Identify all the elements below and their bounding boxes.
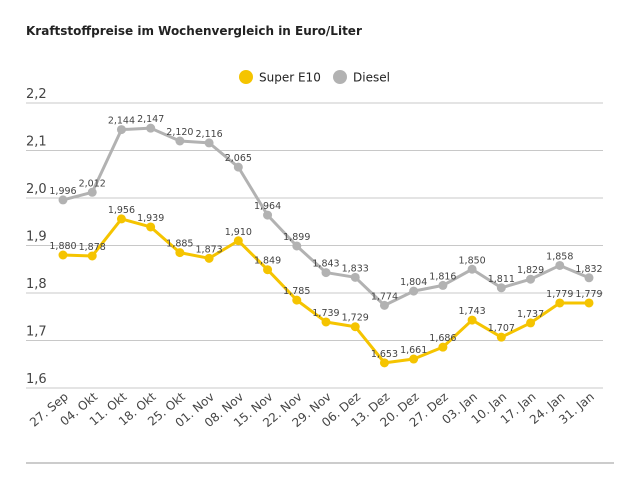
- y-tick-label: 1,8: [26, 277, 47, 292]
- data-label: 1,858: [546, 251, 573, 262]
- data-point: [116, 214, 126, 224]
- data-point: [58, 250, 68, 260]
- data-label: 1,832: [575, 264, 602, 275]
- data-label: 1,774: [371, 291, 398, 302]
- data-label: 1,910: [225, 227, 252, 238]
- data-point: [292, 241, 302, 251]
- data-point: [146, 222, 156, 232]
- data-point: [204, 253, 214, 263]
- data-label: 1,849: [254, 256, 281, 267]
- data-label: 1,833: [342, 263, 369, 274]
- data-point: [263, 210, 273, 220]
- legend-label: Super E10: [259, 71, 321, 85]
- data-label: 1,873: [196, 244, 223, 255]
- data-point: [409, 286, 419, 296]
- data-point: [146, 123, 156, 133]
- data-label: 2,012: [79, 178, 106, 189]
- data-label: 1,996: [49, 186, 76, 197]
- data-label: 1,729: [342, 313, 369, 324]
- data-point: [58, 195, 68, 205]
- data-label: 2,120: [166, 127, 193, 138]
- data-point: [526, 318, 536, 328]
- data-label: 1,707: [488, 323, 515, 334]
- data-label: 1,804: [400, 277, 427, 288]
- data-point: [467, 315, 477, 325]
- data-label: 1,661: [400, 345, 427, 356]
- data-point: [263, 265, 273, 275]
- y-tick-label: 1,6: [26, 372, 47, 387]
- data-label: 1,885: [166, 239, 193, 250]
- data-label: 1,964: [254, 201, 281, 212]
- data-label: 1,785: [283, 286, 310, 297]
- data-label: 1,816: [429, 271, 456, 282]
- data-point: [204, 138, 214, 148]
- data-point: [379, 300, 389, 310]
- data-point: [526, 274, 536, 284]
- data-label: 1,880: [49, 241, 76, 252]
- data-label: 1,739: [312, 308, 339, 319]
- data-label: 1,899: [283, 232, 310, 243]
- data-point: [409, 354, 419, 364]
- data-label: 1,939: [137, 213, 164, 224]
- data-point: [379, 358, 389, 368]
- y-tick-label: 1,9: [26, 230, 47, 245]
- data-label: 2,147: [137, 114, 164, 125]
- series-line-super-e10: [62, 217, 589, 365]
- data-point: [175, 248, 185, 258]
- data-point: [321, 317, 331, 327]
- data-point: [438, 280, 448, 290]
- legend-marker: [239, 70, 253, 84]
- data-point: [292, 295, 302, 305]
- data-point: [175, 136, 185, 146]
- y-tick-label: 2,0: [26, 182, 47, 197]
- legend-label: Diesel: [353, 71, 390, 85]
- data-label: 1,850: [459, 255, 486, 266]
- data-point: [555, 298, 565, 308]
- data-label: 1,779: [575, 289, 602, 300]
- chart-title: Kraftstoffpreise im Wochenvergleich in E…: [26, 24, 362, 38]
- data-point: [116, 125, 126, 135]
- y-tick-label: 1,7: [26, 325, 47, 340]
- data-label: 2,065: [225, 153, 252, 164]
- data-label: 1,743: [459, 306, 486, 317]
- data-point: [350, 322, 360, 332]
- y-tick-label: 2,2: [26, 87, 47, 102]
- legend-marker: [333, 70, 347, 84]
- data-point: [467, 264, 477, 274]
- data-label: 1,779: [546, 289, 573, 300]
- data-label: 1,956: [108, 205, 135, 216]
- data-point: [350, 272, 360, 282]
- data-label: 1,843: [312, 259, 339, 270]
- data-point: [496, 332, 506, 342]
- data-label: 2,144: [108, 116, 135, 127]
- data-point: [87, 251, 97, 261]
- data-label: 1,686: [429, 333, 456, 344]
- data-label: 1,737: [517, 309, 544, 320]
- data-point: [496, 283, 506, 293]
- data-point: [87, 187, 97, 197]
- data-label: 1,829: [517, 265, 544, 276]
- data-label: 1,811: [488, 274, 515, 285]
- data-point: [321, 268, 331, 278]
- y-tick-label: 2,1: [26, 135, 47, 150]
- data-point: [233, 162, 243, 172]
- data-point: [233, 236, 243, 246]
- data-label: 1,878: [79, 242, 106, 253]
- data-label: 1,653: [371, 349, 398, 360]
- data-point: [438, 342, 448, 352]
- data-point: [584, 273, 594, 283]
- data-label: 2,116: [196, 129, 223, 140]
- data-point: [584, 298, 594, 308]
- data-point: [555, 260, 565, 270]
